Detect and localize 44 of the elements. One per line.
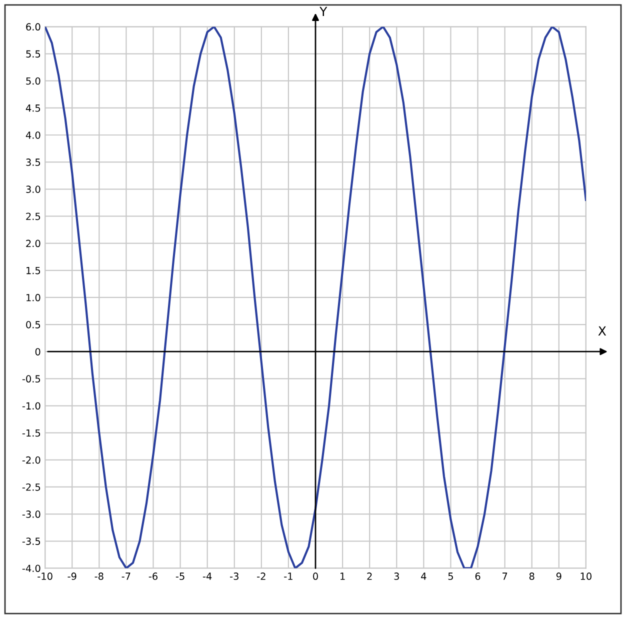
y-axis-title: Y [320, 6, 328, 16]
x-tick-label: -5 [176, 572, 184, 580]
y-tick-label: 3.0 [26, 186, 40, 193]
y-tick-label: 2.0 [26, 240, 40, 248]
x-axis-title: X [598, 326, 606, 336]
x-tick-label: -8 [94, 572, 104, 580]
x-tick-label: 8 [529, 572, 534, 580]
x-tick-label: -9 [68, 572, 76, 580]
y-tick-label: -4.0 [22, 564, 40, 572]
y-tick-label: 1.5 [26, 266, 40, 274]
y-tick-label: -2.5 [22, 483, 40, 491]
x-tick-label: 7 [502, 572, 508, 580]
y-tick-label: -1.5 [22, 429, 40, 437]
x-tick-label: 4 [421, 572, 426, 580]
y-tick-label: -3.5 [22, 538, 40, 545]
y-tick-label: 0.5 [26, 321, 40, 328]
x-tick-label: -10 [38, 572, 52, 580]
x-tick-label: 1 [340, 572, 345, 580]
y-tick-label: 2.5 [26, 212, 40, 220]
y-tick-label: 5.5 [26, 50, 40, 58]
x-tick-label: -4 [202, 572, 212, 580]
x-tick-label: -7 [122, 572, 130, 580]
x-tick-label: 10 [580, 572, 592, 580]
x-tick-label: 5 [448, 572, 453, 580]
x-tick-label: -2 [257, 572, 266, 580]
y-tick-label: 4.0 [26, 131, 40, 139]
x-tick-label: 6 [475, 572, 480, 580]
x-tick-label: 9 [556, 572, 562, 580]
x-tick-label: 2 [367, 572, 372, 580]
y-tick-label: 1.0 [26, 294, 40, 302]
y-tick-label: 5.0 [26, 77, 40, 85]
y-tick-label: -3.0 [22, 510, 40, 518]
x-tick-label: 3 [394, 572, 399, 580]
x-tick-label: 0 [313, 572, 318, 580]
x-tick-label: -1 [284, 572, 292, 580]
x-tick-label: -3 [230, 572, 238, 580]
y-tick-label: 6.0 [26, 23, 40, 31]
y-tick-label: 0 [35, 348, 40, 356]
y-tick-label: -0.5 [22, 375, 40, 383]
y-tick-label: -2.0 [22, 456, 40, 464]
y-tick-label: 3.5 [26, 158, 40, 166]
x-tick-label: -6 [148, 572, 158, 580]
y-tick-label: 4.5 [26, 104, 40, 112]
y-tick-label: -1.0 [22, 402, 40, 410]
